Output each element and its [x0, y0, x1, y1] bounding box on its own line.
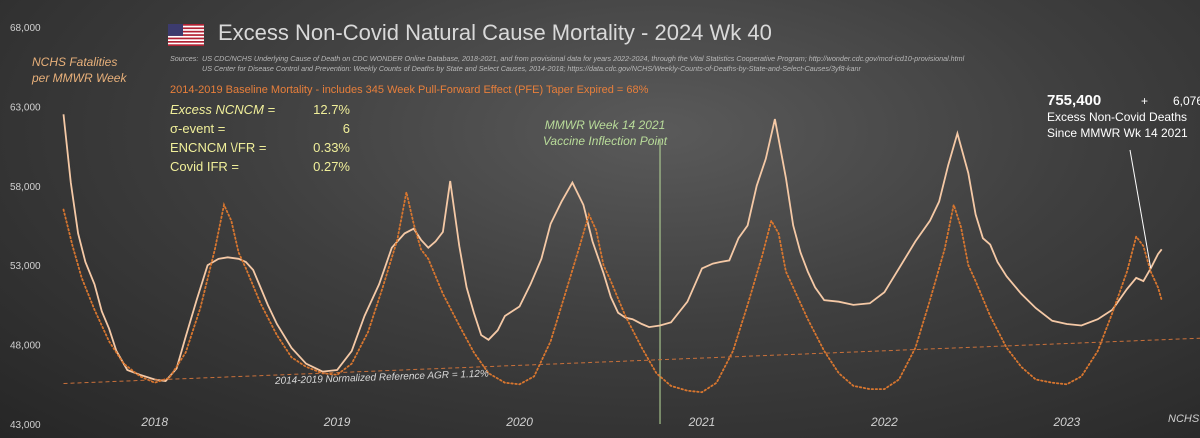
stat-row: σ-event = 6: [170, 121, 350, 140]
us-flag-icon: [168, 24, 204, 46]
x-axis: 2018 2019 2020 2021 2022 2023: [140, 415, 1080, 429]
sources-line-1: US CDC/NCHS Underlying Cause of Death on…: [202, 54, 965, 63]
stats-block: Excess NCNCM = 12.7% σ-event = 6 ENCNCM \/…: [170, 102, 350, 178]
reference-agr-line: [63, 337, 1200, 384]
y-axis-title-line-2: per MMWR Week: [32, 71, 127, 85]
excess-line-1: Excess Non-Covid Deaths: [1047, 110, 1188, 124]
stat-key: σ-event =: [170, 121, 226, 136]
excess-deaths-callout: 755,400 + 6,076 Excess Non-Covid Deaths …: [1047, 92, 1200, 141]
baseline-mortality-line: [62, 191, 1163, 394]
y-tick-label: 48,000: [10, 341, 41, 352]
vaccine-annotation-line-1: MMWR Week 14 2021: [544, 118, 666, 132]
y-tick-label: 63,000: [10, 102, 41, 113]
stat-row: Covid IFR = 0.27%: [170, 159, 350, 178]
y-axis-title-line-1: NCHS Fatalities: [32, 55, 118, 69]
x-tick-label: 2018: [140, 415, 168, 429]
x-tick-label: 2020: [505, 415, 533, 429]
callout-pointer: [1129, 149, 1152, 269]
y-axis-title: NCHS Fatalities per MMWR Week: [32, 54, 126, 86]
excess-second: 6,076: [1173, 94, 1200, 108]
sources-label: Sources:: [170, 54, 199, 63]
stat-row: ENCNCM \/FR = 0.33%: [170, 140, 350, 159]
stat-key: ENCNCM \/FR =: [170, 140, 267, 155]
stat-key: Covid IFR =: [170, 159, 239, 174]
stat-value: 6: [342, 121, 350, 136]
x-tick-label: 2021: [688, 415, 716, 429]
excess-line-2: Since MMWR Wk 14 2021: [1047, 126, 1188, 140]
stat-value: 12.7%: [313, 102, 350, 117]
sources-line-2: US Center for Disease Control and Preven…: [202, 64, 861, 73]
y-axis: 43,000 48,000 53,000 58,000 63,000 68,000: [10, 23, 41, 431]
chart-title: Excess Non-Covid Natural Cause Mortality…: [218, 20, 772, 45]
y-tick-label: 43,000: [10, 420, 41, 431]
stat-row: Excess NCNCM = 12.7%: [170, 102, 350, 121]
y-tick-label: 53,000: [10, 261, 41, 272]
vaccine-annotation-line-2: Vaccine Inflection Point: [542, 134, 668, 148]
x-tick-label: 2019: [323, 415, 351, 429]
y-tick-label: 68,000: [10, 23, 41, 34]
stat-key: Excess NCNCM =: [170, 102, 276, 117]
series-lines: [62, 114, 1200, 394]
sources-note: Sources: US CDC/NCHS Underlying Cause of …: [170, 54, 964, 74]
x-tick-label: 2023: [1052, 415, 1080, 429]
x-tick-label: 2022: [870, 415, 898, 429]
corner-label: NCHS M: [1168, 413, 1200, 425]
stat-value: 0.33%: [313, 140, 350, 155]
vaccine-annotation: MMWR Week 14 2021 Vaccine Inflection Poi…: [540, 117, 670, 149]
actual-mortality-line: [62, 114, 1163, 383]
y-tick-label: 58,000: [10, 182, 41, 193]
baseline-note: 2014-2019 Baseline Mortality - includes …: [170, 84, 649, 96]
excess-total: 755,400: [1047, 92, 1102, 109]
stat-value: 0.27%: [313, 159, 350, 174]
excess-plus: +: [1141, 94, 1149, 108]
